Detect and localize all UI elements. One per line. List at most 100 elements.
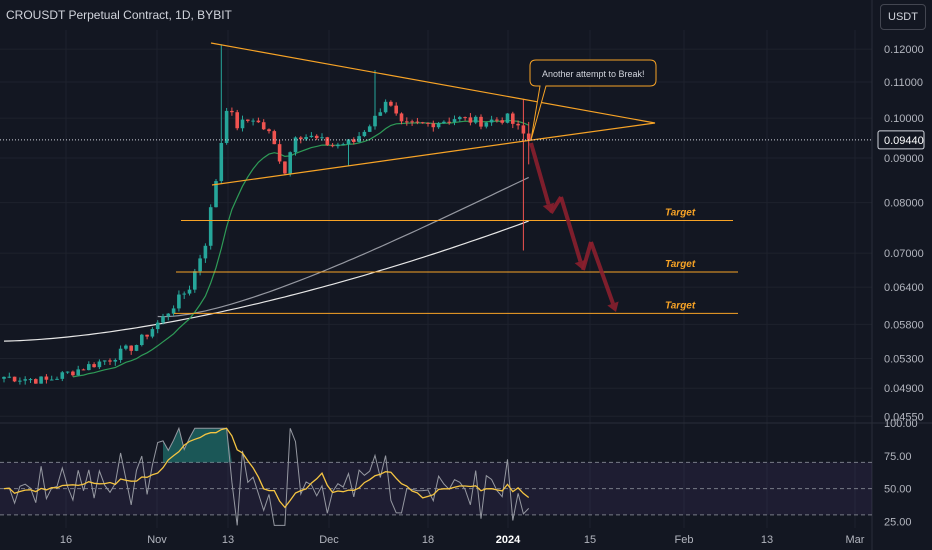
candle-body — [235, 112, 239, 129]
candle-body — [394, 105, 398, 114]
candle-body — [150, 329, 155, 337]
ma-grey-line — [157, 176, 529, 318]
candle-body — [473, 116, 478, 123]
rsi-line — [3, 426, 530, 526]
price-tick-label: 0.07000 — [884, 248, 924, 260]
candle-body — [65, 371, 70, 373]
price-tick-label: 0.08000 — [884, 198, 924, 210]
candle-body — [458, 117, 462, 120]
currency-button[interactable]: USDT — [880, 4, 926, 30]
rsi-tick-label: 75.00 — [884, 451, 912, 463]
candle-body — [330, 145, 335, 147]
candle-body — [389, 101, 393, 106]
ma-white-line — [3, 220, 529, 342]
candle-body — [479, 116, 483, 127]
candle-body — [161, 316, 165, 323]
candle-body — [277, 144, 282, 162]
candle-body — [341, 144, 345, 146]
candle-body — [452, 119, 457, 122]
annotation-text: Another attempt to Break! — [542, 69, 645, 79]
candle-body — [336, 144, 340, 147]
candle-body — [124, 345, 128, 349]
candle-body — [484, 122, 489, 127]
candle-body — [49, 379, 54, 381]
current-price-box — [877, 130, 925, 150]
candle-body — [267, 129, 271, 132]
candle-body — [256, 120, 261, 123]
projection-arrow-shaft — [559, 196, 583, 262]
x-tick-label: 16 — [60, 534, 72, 546]
candle-body — [405, 121, 409, 123]
candle-body — [55, 378, 59, 380]
candle-body — [500, 120, 504, 123]
candle-body — [426, 122, 430, 124]
candle-body — [240, 119, 245, 129]
rsi-tick-label: 100.00 — [884, 418, 918, 430]
current-price-label: 0.09440 — [884, 135, 924, 147]
candle-body — [431, 123, 436, 128]
candle-body — [367, 126, 372, 132]
price-tick-label: 0.04900 — [884, 383, 924, 395]
price-tick-label: 0.04550 — [884, 411, 924, 423]
candle-body — [505, 113, 510, 123]
ema-green-line — [72, 119, 529, 378]
candle-body — [516, 123, 520, 126]
candle-body — [166, 313, 171, 317]
candle-body — [442, 121, 446, 124]
candle-body — [224, 110, 229, 143]
price-tick-label: 0.12000 — [884, 44, 924, 56]
candle-body — [272, 131, 277, 145]
candle-body — [468, 117, 473, 123]
x-tick-label: 2024 — [496, 534, 521, 546]
candle-body — [92, 364, 96, 368]
candle-body — [193, 271, 197, 290]
candle-body — [415, 121, 420, 123]
candle-body — [489, 119, 494, 123]
price-tick-label: 0.05800 — [884, 319, 924, 331]
candle-body — [511, 113, 515, 124]
projection-connector — [581, 241, 593, 271]
candle-body — [7, 376, 12, 378]
candle-body — [373, 115, 377, 127]
candle-body — [187, 289, 192, 294]
candle-body — [102, 360, 107, 362]
price-tick-label: 0.05300 — [884, 354, 924, 366]
triangle-pattern — [210, 42, 656, 186]
candle-body — [378, 112, 383, 116]
candle-body — [261, 122, 266, 130]
candle-body — [18, 380, 22, 382]
candle-body — [320, 137, 324, 139]
candle-body — [362, 131, 367, 137]
price-tick-label: 0.06400 — [884, 282, 924, 294]
candle-body — [145, 334, 149, 337]
candle-body — [34, 379, 38, 384]
candle-body — [113, 359, 118, 362]
candle-body — [436, 123, 441, 128]
candle-body — [214, 181, 218, 208]
projection-arrow-shaft — [589, 241, 615, 305]
candle-body — [410, 121, 414, 123]
candle-body — [118, 348, 123, 360]
rsi-tick-label: 50.00 — [884, 484, 912, 496]
candle-body — [12, 376, 17, 382]
candle-body — [251, 120, 255, 122]
price-tick-label: 0.11000 — [884, 77, 923, 89]
x-tick-label: 18 — [422, 534, 434, 546]
candle-body — [304, 137, 308, 140]
candle-body — [521, 125, 526, 134]
candle-body — [526, 133, 531, 140]
chart-title: CROUSDT Perpetual Contract, 1D, BYBIT — [6, 8, 232, 22]
candle-body — [87, 364, 91, 371]
candle-body — [81, 369, 86, 371]
candle-body — [495, 119, 499, 121]
candle-body — [129, 345, 133, 351]
candle-body — [171, 308, 176, 314]
x-tick-label: Mar — [846, 534, 865, 546]
candle-body — [346, 139, 351, 145]
candle-body — [203, 245, 208, 259]
candle-body — [97, 361, 102, 368]
candle-body — [314, 135, 319, 139]
candle-body — [182, 293, 186, 295]
candle-body — [283, 161, 287, 174]
